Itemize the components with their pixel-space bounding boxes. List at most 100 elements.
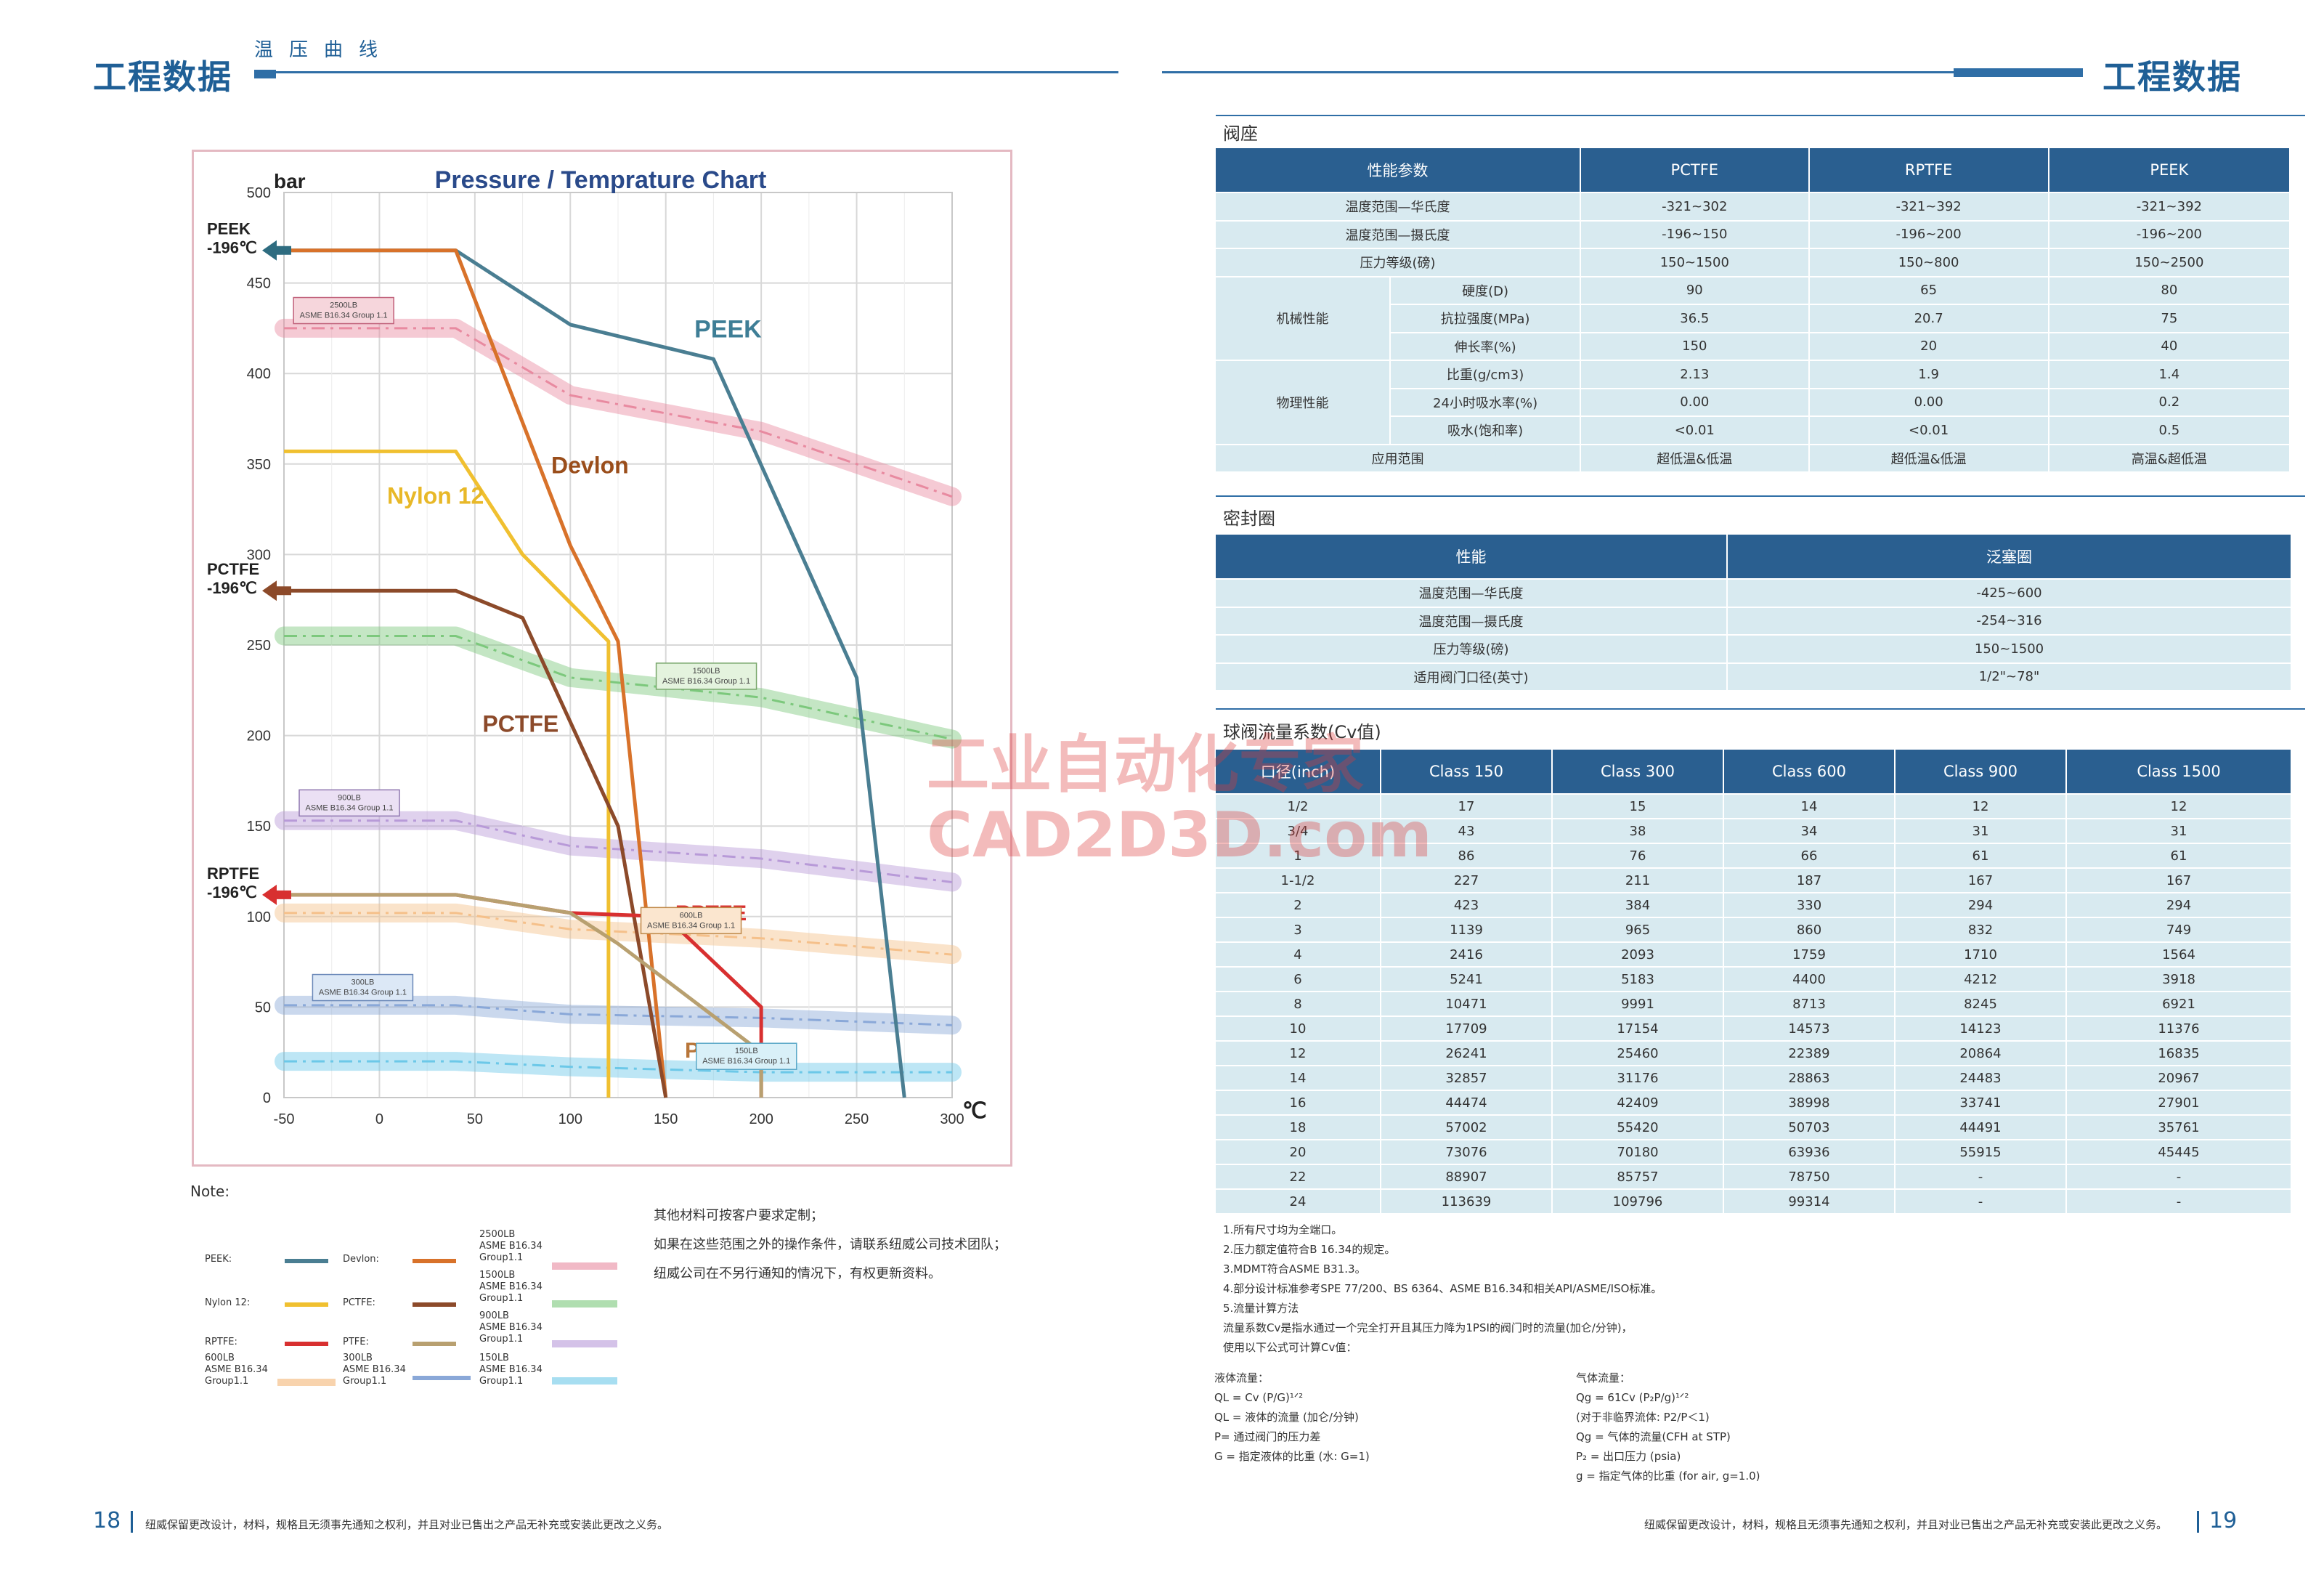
table-row: 24小时吸水率(%) 0.00 0.00 0.2 xyxy=(1215,387,2291,417)
table-cell: 22 xyxy=(1214,1164,1381,1190)
seal-table: 性能 泛塞圈 温度范围—华氏度 -425~600 温度范围—摄氏度 -254~316… xyxy=(1214,533,2292,692)
table-cell: 22389 xyxy=(1723,1040,1896,1066)
table-cell: 76 xyxy=(1551,843,1724,869)
tag-600-text: 600LB ASME B16.34 Group 1.1 xyxy=(647,911,735,930)
legend-ptfe-label: PTFE: xyxy=(343,1337,369,1347)
table-cell: 1710 xyxy=(1894,941,2067,968)
tag-300-text: 300LB ASME B16.34 Group 1.1 xyxy=(319,978,407,997)
x-tick-label: -50 xyxy=(274,1111,295,1127)
table-cell: 187 xyxy=(1723,867,1896,893)
table-cell: 3 xyxy=(1214,917,1381,943)
seal-table-header: 性能 泛塞圈 xyxy=(1214,533,2292,580)
table-cell: 2416 xyxy=(1380,941,1553,968)
table-cell: - xyxy=(2065,1188,2292,1215)
table-cell: 294 xyxy=(2065,892,2292,918)
table-cell: 6 xyxy=(1214,966,1381,992)
pressure-temperature-chart: -50 0 50 100 150 200 250 300 0 50 100 150 200 250 300 3… xyxy=(192,150,1012,1167)
legend-rptfe-label: RPTFE: xyxy=(205,1337,237,1347)
table-cell: 5241 xyxy=(1380,966,1553,992)
table-cell: 14 xyxy=(1723,793,1896,819)
table-cell: - xyxy=(1894,1164,2067,1190)
table-cell: 61 xyxy=(2065,843,2292,869)
legend-nylon-swatch xyxy=(285,1302,328,1307)
table-cell: 31176 xyxy=(1551,1065,1724,1091)
tag-1500-text: 1500LB ASME B16.34 Group 1.1 xyxy=(662,667,750,686)
table-row: 压力等级(磅) 150~1500 xyxy=(1214,634,2292,664)
x-axis-label: ℃ xyxy=(962,1099,987,1123)
table-cell: 14 xyxy=(1214,1065,1381,1091)
seat-header-pctfe: PCTFE xyxy=(1580,147,1810,193)
pctfe-arrow-icon xyxy=(262,580,291,601)
table-cell: 15 xyxy=(1551,793,1724,819)
table-cell: 12 xyxy=(1214,1040,1381,1066)
chart-canvas: -50 0 50 100 150 200 250 3000501001502002503003… xyxy=(207,166,987,1127)
table-row: 1 86 76 66 61 61 xyxy=(1214,843,2292,869)
table-cell: 2093 xyxy=(1551,941,1724,968)
legend-pctfe-swatch xyxy=(413,1302,456,1307)
table-cell: 384 xyxy=(1551,892,1724,918)
table-row: 22 88907 85757 78750- - xyxy=(1214,1164,2292,1190)
table-cell: 965 xyxy=(1551,917,1724,943)
table-cell: 3/4 xyxy=(1214,818,1381,844)
legend-nylon-label: Nylon 12: xyxy=(205,1297,251,1308)
table-cell: 18 xyxy=(1214,1114,1381,1140)
legend-2500-label: 2500LB ASME B16.34 Group1.1 xyxy=(479,1229,543,1263)
table-cell: 73076 xyxy=(1380,1139,1553,1165)
table-cell: 3918 xyxy=(2065,966,2292,992)
tag-900-text: 900LB ASME B16.34 Group 1.1 xyxy=(305,793,393,812)
table-cell: 16 xyxy=(1214,1090,1381,1116)
table-row: 10 17709 17154 14573 14123 11376 xyxy=(1214,1015,2292,1042)
table-cell: 1 xyxy=(1214,843,1381,869)
liquid-formula: 液体流量： QL = Cv (P/G)¹ᐟ² QL = 液体的流量 (加仑/分钟… xyxy=(1214,1371,1370,1463)
table-cell: - xyxy=(1894,1188,2067,1215)
table-row: 20 73076 70180 63936 55915 45445 xyxy=(1214,1139,2292,1165)
table-cell: 63936 xyxy=(1723,1139,1896,1165)
table-cell: 10471 xyxy=(1380,991,1553,1017)
chart-title: Pressure / Temprature Chart xyxy=(435,166,767,194)
table-cell: 86 xyxy=(1380,843,1553,869)
table-row: 1-1/2 227 211 187 167 167 xyxy=(1214,867,2292,893)
page-subtitle: 温压曲线 xyxy=(254,39,394,61)
seal-header-spring: 泛塞圈 xyxy=(1726,533,2292,580)
note-2: 2.压力额定值符合B 16.34的规定。 xyxy=(1223,1243,1396,1256)
tag-900-box xyxy=(298,789,400,817)
table-cell: 6921 xyxy=(2065,991,2292,1017)
header-accent-bar xyxy=(1954,68,2083,77)
cv-notes: 1.所有尺寸均为全端口。 2.压力额定值符合B 16.34的规定。 3.MDMT… xyxy=(1223,1220,1662,1358)
table-cell: 167 xyxy=(1894,867,2067,893)
table-cell: 16835 xyxy=(2065,1040,2292,1066)
table-cell: 99314 xyxy=(1723,1188,1896,1215)
footer-disclaimer: 纽威保留更改设计，材料，规格且无须事先通知之权利，并且对业已售出之产品无补充或安… xyxy=(145,1518,669,1531)
table-row: 8 10471 9991 8713 8245 6921 xyxy=(1214,991,2292,1017)
table-cell: 17 xyxy=(1380,793,1553,819)
seat-table-header: 性能参数 PCTFE RPTFE PEEK xyxy=(1214,147,2291,193)
table-row: 16 44474 42409 38998 33741 27901 xyxy=(1214,1090,2292,1116)
table-row: 应用范围 超低温&低温 超低温&低温 高温&超低温 xyxy=(1214,443,2291,473)
tag-2500-box xyxy=(293,296,394,325)
table-row: 1/2 17 15 14 12 12 xyxy=(1214,793,2292,819)
watermark-line2: CAD2D3D.com xyxy=(927,799,1432,872)
table-cell: 14573 xyxy=(1723,1015,1896,1042)
legend-900-swatch xyxy=(552,1340,617,1347)
x-tick-label: 50 xyxy=(467,1111,483,1127)
table-row: 温度范围—摄氏度 -254~316 xyxy=(1214,606,2292,636)
legend-pctfe-label: PCTFE: xyxy=(343,1297,375,1308)
legend-2500-swatch xyxy=(552,1262,617,1270)
table-cell: 113639 xyxy=(1380,1188,1553,1215)
table-cell: 34 xyxy=(1723,818,1896,844)
table-row: 24 113639 109796 99314- - xyxy=(1214,1188,2292,1215)
label-nylon: Nylon 12 xyxy=(387,483,484,509)
y-tick-label: 250 xyxy=(247,638,271,654)
seat-header-param: 性能参数 xyxy=(1214,147,1582,193)
cv-table-body: 1/2 17 15 14 12 12 3/4 43 38 34 31 31 1 86 76 66 61 61 1-1… xyxy=(1214,793,2292,1215)
table-row: 温度范围—摄氏度 -196~150 -196~200 -196~200 xyxy=(1214,219,2291,249)
class-band-line-150LB xyxy=(284,1060,952,1074)
label-peek: PEEK xyxy=(694,315,762,343)
table-cell: 1759 xyxy=(1723,941,1896,968)
table-cell: 61 xyxy=(1894,843,2067,869)
tag-300-box xyxy=(312,973,414,1002)
legend-peek-label: PEEK: xyxy=(205,1254,232,1265)
y-axis-label: bar xyxy=(274,170,306,192)
table-cell: 17709 xyxy=(1380,1015,1553,1042)
legend-1500-swatch xyxy=(552,1300,617,1308)
